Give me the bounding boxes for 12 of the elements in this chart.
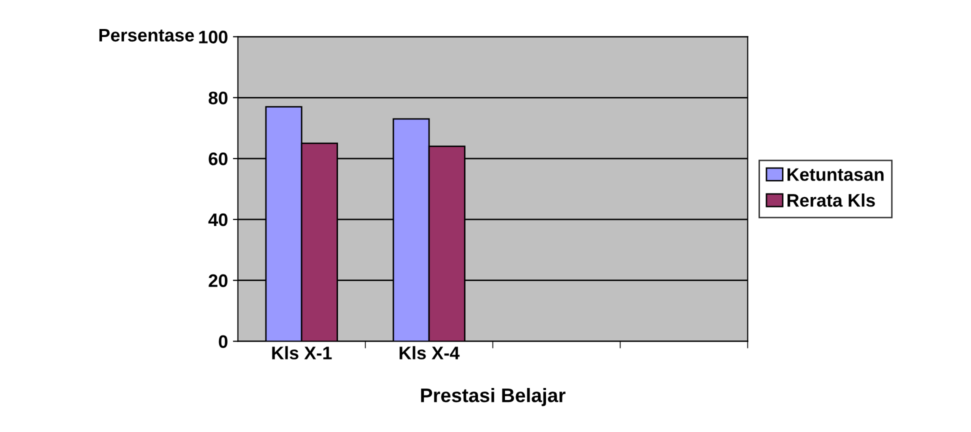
y-tick-label: 40 — [208, 213, 228, 226]
y-tick-label: 0 — [218, 335, 228, 348]
y-tick-label: 20 — [208, 274, 228, 288]
x-tick-label: Kls X-4 — [400, 346, 460, 360]
y-axis-title: Persentase — [99, 28, 194, 42]
y-tick-label: 80 — [208, 92, 228, 104]
legend-label: Rerata Kls — [788, 194, 875, 207]
y-tick-label: 100 — [199, 30, 228, 44]
y-tick-label: 60 — [208, 152, 228, 166]
legend-label: Ketuntasan — [788, 168, 884, 181]
x-tick-label: Kls X-1 — [272, 346, 332, 360]
x-axis-title: Prestasi Belajar — [421, 388, 566, 406]
